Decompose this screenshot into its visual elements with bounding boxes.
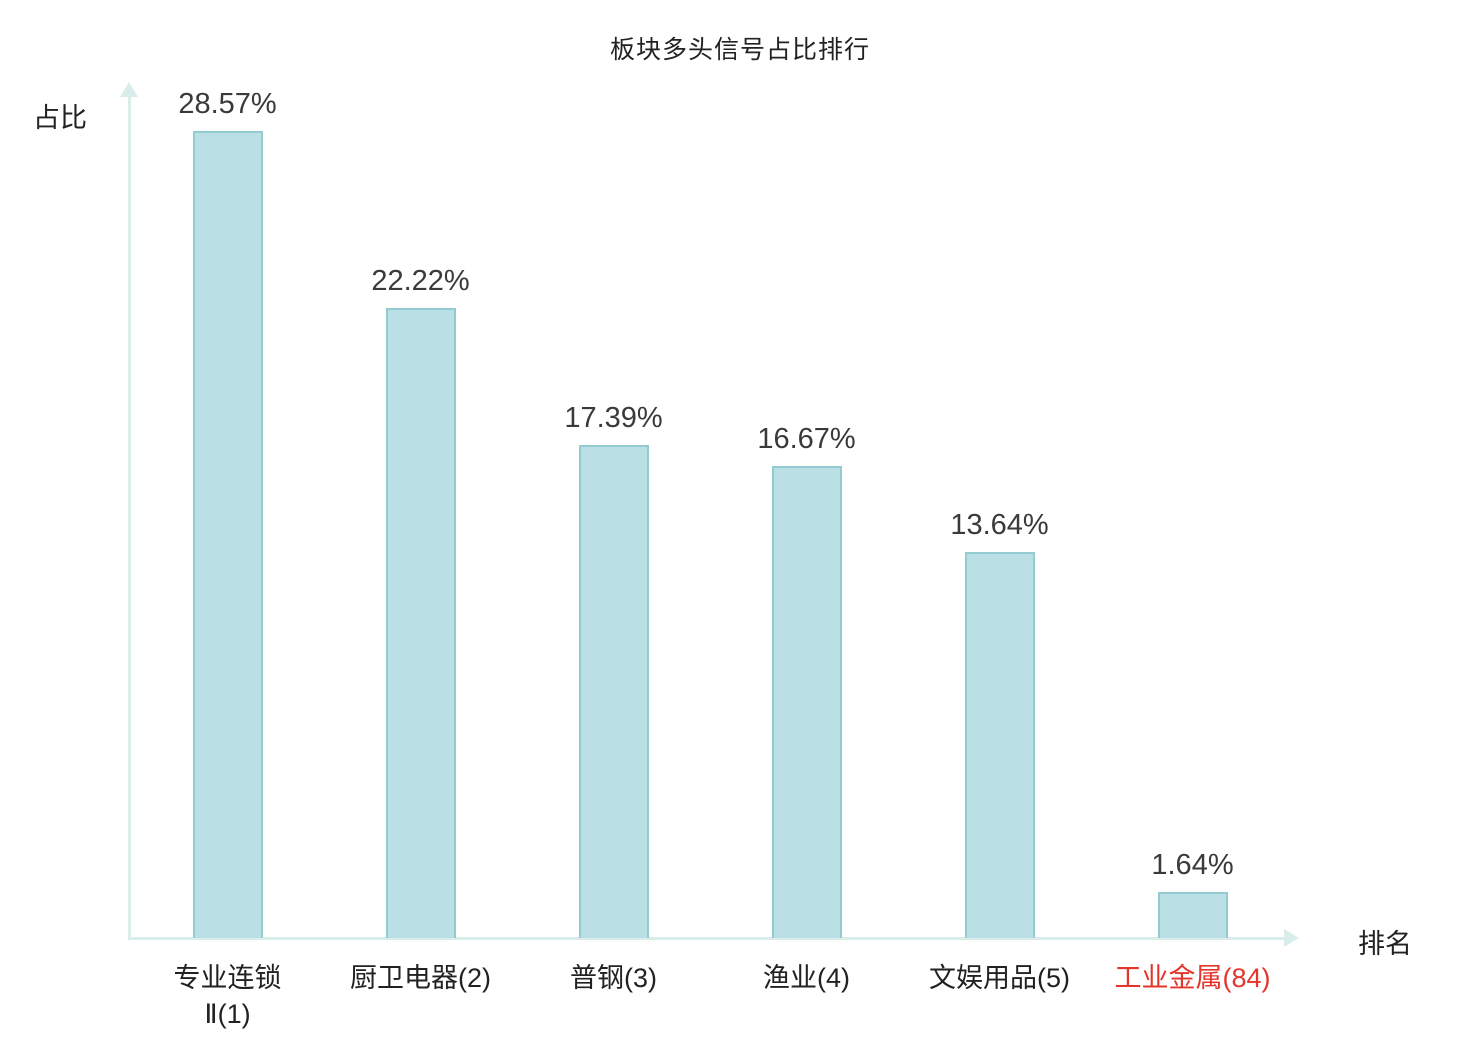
bar bbox=[578, 445, 649, 938]
y-axis-arrow-icon bbox=[120, 82, 138, 97]
bar-column: 1.64% bbox=[1096, 88, 1289, 938]
bar-value-label: 17.39% bbox=[564, 402, 663, 434]
x-tick-label: 文娱用品(5) bbox=[929, 963, 1070, 993]
bar-value-label: 16.67% bbox=[757, 423, 856, 455]
bar bbox=[964, 552, 1035, 938]
y-axis-line bbox=[128, 94, 131, 938]
y-axis-label: 占比 bbox=[33, 103, 87, 133]
x-axis-line bbox=[128, 937, 1288, 940]
bar-value-label: 22.22% bbox=[371, 265, 470, 297]
bar-value-label: 13.64% bbox=[950, 509, 1049, 541]
bar bbox=[192, 131, 263, 938]
x-tick-row: 专业连锁 Ⅱ(1) 厨卫电器(2) 普钢(3) 渔业(4) 文娱用品(5) 工业金属(84… bbox=[131, 960, 1289, 1033]
bar-column: 16.67% bbox=[710, 88, 903, 938]
bar-column: 22.22% bbox=[324, 88, 517, 938]
x-tick-label: 厨卫电器(2) bbox=[350, 963, 491, 993]
x-tick-label: 普钢(3) bbox=[570, 963, 657, 993]
bar-column: 13.64% bbox=[903, 88, 1096, 938]
chart-title: 板块多头信号占比排行 bbox=[609, 36, 870, 64]
plot-area: 28.57% 22.22% 17.39% 16.67% 13.64% 1.64% bbox=[131, 88, 1289, 938]
bar-value-label: 1.64% bbox=[1151, 849, 1234, 881]
bar-column: 17.39% bbox=[517, 88, 710, 938]
bar bbox=[1157, 892, 1228, 938]
bar-column: 28.57% bbox=[131, 88, 324, 938]
bar bbox=[385, 308, 456, 938]
x-tick-label: 渔业(4) bbox=[763, 963, 850, 993]
x-axis-label: 排名 bbox=[1358, 929, 1412, 959]
x-axis-arrow-icon bbox=[1284, 929, 1299, 947]
bar-value-label: 28.57% bbox=[178, 88, 277, 120]
x-tick-label: 专业连锁 Ⅱ(1) bbox=[173, 963, 282, 1030]
x-tick-label: 工业金属(84) bbox=[1114, 963, 1271, 993]
bar bbox=[771, 466, 842, 938]
